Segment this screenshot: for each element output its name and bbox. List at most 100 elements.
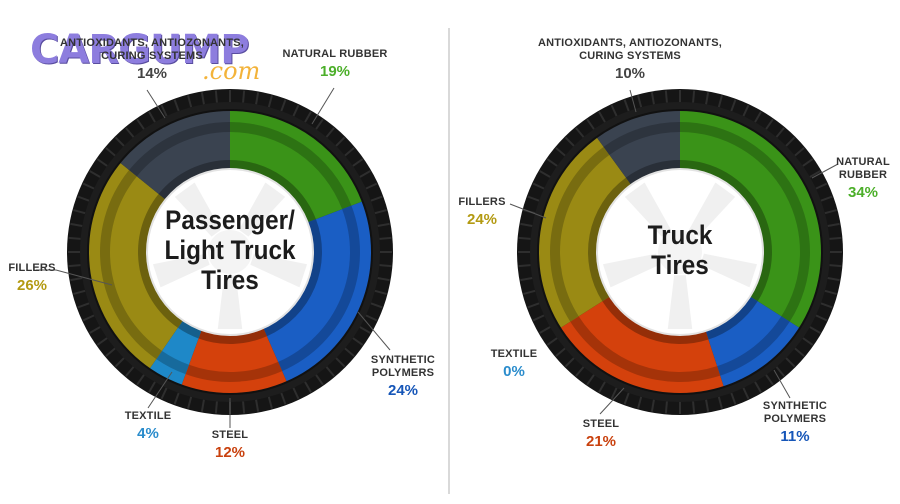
- right-tread-mark: [564, 357, 575, 368]
- left-hub-cap: [208, 230, 252, 274]
- right-tread-mark: [824, 209, 837, 215]
- left-slice-band-textile: [156, 350, 189, 375]
- left-tread-mark: [365, 182, 378, 190]
- pct-left-steel: 12%: [214, 444, 246, 461]
- callout-left-synthetic-polymers: SYNTHETIC POLYMERS 24%: [360, 354, 446, 400]
- left-tread-mark: [370, 195, 383, 202]
- left-tread-mark: [70, 277, 83, 282]
- right-tread-mark: [815, 182, 828, 190]
- left-tread-mark: [267, 95, 273, 108]
- truck-chart-title: Truck Tires: [647, 220, 713, 280]
- right-slice-band-steel: [570, 316, 721, 382]
- right-slice-band-fillers: [550, 146, 610, 322]
- right-tread: [518, 90, 842, 414]
- right-tread-mark: [539, 326, 551, 334]
- right-tread-mark: [802, 337, 814, 346]
- right-spoke: [624, 182, 672, 237]
- right-tread-mark: [518, 236, 531, 240]
- pct-right-natural-rubber: 34%: [847, 184, 879, 201]
- left-tread-mark: [73, 289, 86, 295]
- right-tread-mark: [829, 264, 842, 268]
- passenger-chart-title: Passenger/ Light Truck Tires: [164, 205, 296, 295]
- right-tread-mark: [742, 387, 750, 400]
- right-tread-mark: [650, 399, 655, 412]
- left-slice-band-synthetic-polymers: [278, 205, 360, 372]
- right-spoke: [667, 275, 693, 330]
- right-tread-mark: [730, 392, 737, 405]
- left-tread-mark: [77, 302, 90, 309]
- left-tread-mark: [335, 136, 346, 147]
- left-tread-mark: [344, 347, 355, 357]
- left-tread-mark: [89, 170, 101, 178]
- left-tread-mark: [70, 222, 83, 227]
- right-tread-mark: [730, 99, 737, 112]
- leader-left-fillers: [55, 269, 113, 286]
- callout-right-natural-rubber: NATURAL RUBBER 34%: [828, 156, 898, 202]
- left-tread-mark: [325, 366, 335, 377]
- right-tread-mark: [637, 396, 643, 409]
- pct-right-antioxidants: 10%: [614, 65, 646, 82]
- callout-leader-lines: [36, 87, 839, 428]
- left-tread-mark: [125, 127, 135, 138]
- pct-right-synthetic-polymers: 11%: [780, 428, 810, 445]
- left-tread-mark: [68, 264, 81, 268]
- right-tread-mark: [623, 392, 630, 405]
- right-tread-mark: [809, 170, 821, 178]
- leader-right-antioxidants: [629, 89, 637, 113]
- right-tread-mark: [555, 147, 566, 157]
- right-tread-mark: [705, 399, 710, 412]
- right-slice-band-antioxidants: [603, 122, 680, 155]
- leader-left-natural-rubber: [311, 87, 335, 125]
- right-tread-mark: [586, 374, 595, 386]
- center-divider: [448, 28, 450, 494]
- right-tread-mark: [532, 314, 545, 322]
- left-tread-mark: [242, 401, 246, 414]
- logo-text-main: CARGUMP: [30, 27, 250, 73]
- callout-left-textile: TEXTILE 4%: [118, 410, 178, 443]
- left-tread-mark: [304, 111, 312, 123]
- left-tread-mark: [105, 347, 116, 357]
- left-tread-mark: [344, 147, 355, 157]
- pct-right-textile: 0%: [503, 363, 525, 380]
- leader-right-natural-rubber: [811, 163, 839, 179]
- left-slice-inner-textile: [177, 320, 202, 339]
- right-tread-mark: [623, 99, 630, 112]
- pct-left-natural-rubber: 19%: [319, 63, 351, 80]
- left-tread-mark: [160, 104, 168, 117]
- callout-right-antioxidants: ANTIOXIDANTS, ANTIOZONANTS, CURING SYSTE…: [530, 37, 730, 83]
- left-tread-mark: [187, 95, 193, 108]
- left-slice-band-natural-rubber: [230, 122, 352, 210]
- right-tread-mark: [610, 104, 618, 117]
- right-wheel-spokes: [602, 182, 758, 330]
- right-tread-mark: [827, 222, 840, 227]
- left-tread-mark: [267, 396, 273, 409]
- right-tread-mark: [815, 314, 828, 322]
- pct-left-fillers: 26%: [16, 277, 48, 294]
- callout-right-synthetic-polymers: SYNTHETIC POLYMERS 11%: [752, 400, 838, 446]
- leader-left-antioxidants: [146, 89, 166, 119]
- right-tread-mark: [575, 366, 585, 377]
- right-tread-mark: [555, 347, 566, 357]
- left-slice-band-steel: [185, 361, 283, 382]
- right-tread-mark: [520, 277, 533, 282]
- left-tread-mark: [68, 236, 81, 240]
- left-slice-natural-rubber: [230, 110, 363, 223]
- left-tread-mark: [136, 118, 145, 130]
- leader-right-steel: [599, 387, 625, 415]
- right-slice-band-synthetic-polymers: [717, 316, 790, 376]
- left-slice-inner-steel: [198, 328, 267, 344]
- left-tread-mark: [280, 99, 287, 112]
- left-tread-mark: [365, 314, 378, 322]
- left-tread-mark: [89, 326, 101, 334]
- right-tread-mark: [754, 111, 762, 123]
- label-right-fillers: FILLERS: [458, 196, 506, 208]
- left-tread-mark: [148, 381, 156, 393]
- right-slice-natural-rubber: [680, 110, 822, 329]
- left-tread-mark: [82, 314, 95, 322]
- label-left-synthetic-polymers: SYNTHETIC POLYMERS: [370, 354, 436, 379]
- callout-left-natural-rubber: NATURAL RUBBER 19%: [275, 48, 395, 81]
- left-tread-mark: [105, 147, 116, 157]
- right-tread-mark: [765, 118, 774, 130]
- label-left-steel: STEEL: [211, 429, 249, 441]
- callout-right-fillers: FILLERS 24%: [450, 196, 514, 229]
